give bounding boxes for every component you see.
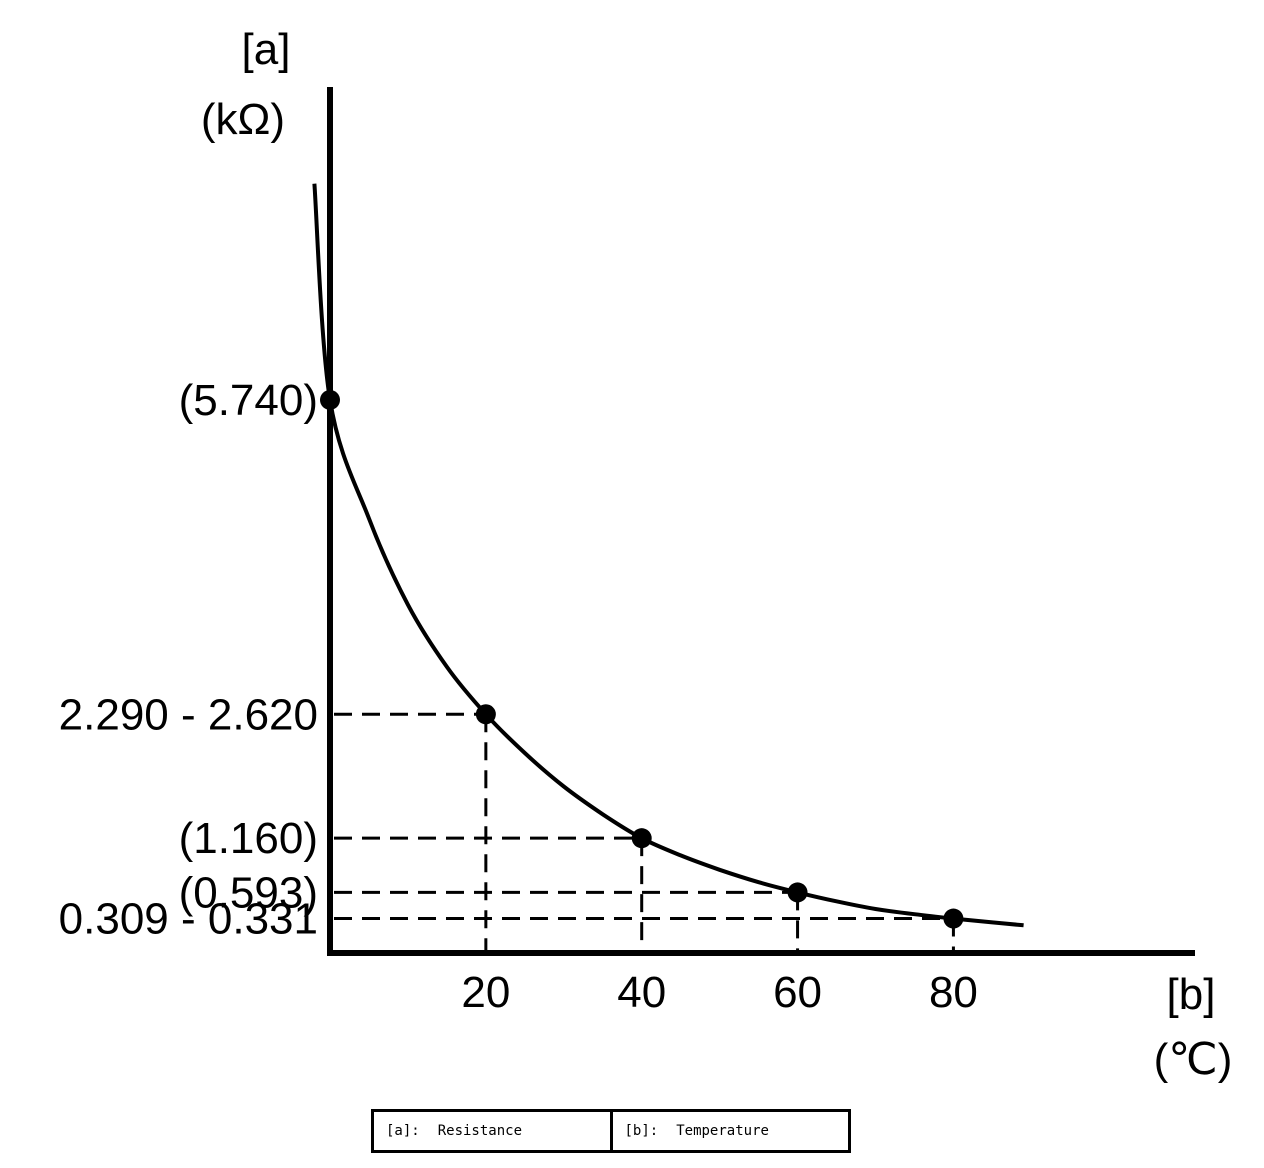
legend-key-a: [a]: [386, 1123, 420, 1139]
y-tick-label-1: 2.290 - 2.620 [59, 690, 318, 739]
data-point-3 [787, 882, 808, 903]
x-axis-label: [b] [1167, 970, 1216, 1019]
legend-text-a: Resistance [437, 1123, 523, 1139]
y-tick-label-4: 0.309 - 0.331 [59, 895, 318, 944]
data-point-0 [320, 389, 340, 410]
y-tick-label-3: (0.593) [179, 868, 318, 917]
x-tick-label-3: 80 [929, 968, 978, 1017]
y-tick-labels: (5.740) 2.290 - 2.620 (1.160) (0.593)0.309 … [59, 376, 318, 944]
data-point-2 [631, 828, 652, 849]
legend-text-b: Temperature [676, 1123, 769, 1139]
legend-item-a: [a]: Resistance [374, 1112, 610, 1150]
legend-item-b: [b]: Temperature [609, 1112, 849, 1150]
x-tick-label-2: 60 [773, 968, 822, 1017]
y-axis-label: [a] [242, 25, 291, 74]
x-axis-unit: (℃) [1154, 1035, 1233, 1084]
y-tick-label-2: (1.160) [179, 814, 318, 863]
legend: [a]: Resistance [b]: Temperature [371, 1109, 851, 1153]
x-tick-label-0: 20 [461, 968, 510, 1017]
data-point-4 [943, 908, 964, 929]
y-axis-unit: (kΩ) [201, 95, 285, 144]
legend-key-b: [b]: [624, 1123, 659, 1139]
series-curve [312, 183, 1024, 928]
y-tick-label-0: (5.740) [179, 376, 318, 425]
data-point-1 [475, 704, 496, 725]
x-tick-labels: 20 40 60 80 [461, 968, 978, 1017]
data-points [320, 389, 964, 929]
x-tick-label-1: 40 [617, 968, 666, 1017]
